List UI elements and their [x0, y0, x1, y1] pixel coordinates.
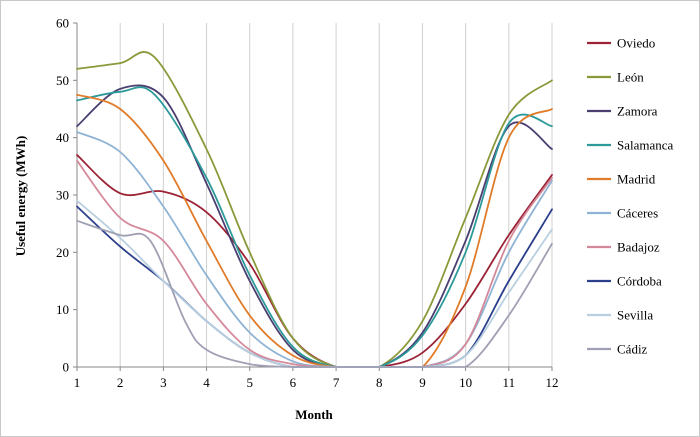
x-tick-label: 11 [503, 375, 516, 390]
x-tick-label: 5 [246, 375, 253, 390]
legend-label: Sevilla [617, 308, 653, 323]
legend-label: Badajoz [617, 240, 660, 255]
legend-label: Cádiz [617, 342, 648, 357]
y-tick-label: 10 [56, 302, 69, 317]
legend-item-caceres: Cáceres [587, 206, 658, 221]
series-line-salamanca [76, 86, 553, 368]
legend-label: León [617, 70, 644, 85]
legend-item-oviedo: Oviedo [587, 36, 655, 51]
legend-label: Oviedo [617, 36, 655, 51]
y-tick-label: 50 [56, 73, 69, 88]
legend-item-badajoz: Badajoz [587, 240, 660, 255]
legend-label: Zamora [617, 104, 658, 119]
y-tick-label: 20 [56, 245, 69, 260]
legend-label: Cáceres [617, 206, 658, 221]
legend-item-cadiz: Cádiz [587, 342, 648, 357]
legend-item-salamanca: Salamanca [587, 138, 674, 153]
x-tick-label: 2 [117, 375, 124, 390]
legend-label: Córdoba [617, 274, 662, 289]
legend-item-sevilla: Sevilla [587, 308, 653, 323]
x-tick-label: 12 [546, 375, 559, 390]
series-lines [76, 51, 553, 368]
x-tick-label: 9 [419, 375, 426, 390]
y-tick-label: 60 [56, 16, 69, 31]
gridlines [119, 23, 553, 367]
legend-item-zamora: Zamora [587, 104, 658, 119]
legend-label: Salamanca [617, 138, 674, 153]
x-tick-label: 7 [333, 375, 340, 390]
x-axis-title: Month [295, 407, 333, 422]
x-tick-label: 1 [74, 375, 81, 390]
y-tick-label: 40 [56, 130, 69, 145]
x-tick-label: 10 [459, 375, 472, 390]
legend-item-madrid: Madrid [587, 172, 656, 187]
series-line-zamora [76, 84, 553, 368]
y-tick-label: 0 [63, 360, 70, 375]
legend-label: Madrid [617, 172, 656, 187]
x-tick-label: 3 [160, 375, 167, 390]
legend: Oviedo León Zamora Salamanca Madrid Cáceres Ba… [587, 36, 674, 357]
legend-item-leon: León [587, 70, 644, 85]
series-line-leon [76, 51, 553, 368]
y-axis-title: Useful energy (MWh) [13, 136, 28, 257]
y-tick-label: 30 [56, 188, 69, 203]
series-line-cadiz [76, 219, 553, 368]
x-tick-label: 4 [203, 375, 210, 390]
series-line-sevilla [76, 199, 553, 368]
x-tick-label: 6 [290, 375, 297, 390]
series-line-caceres [76, 131, 553, 368]
series-line-madrid [76, 93, 553, 368]
x-tick-label: 8 [376, 375, 383, 390]
legend-item-cordoba: Córdoba [587, 274, 662, 289]
